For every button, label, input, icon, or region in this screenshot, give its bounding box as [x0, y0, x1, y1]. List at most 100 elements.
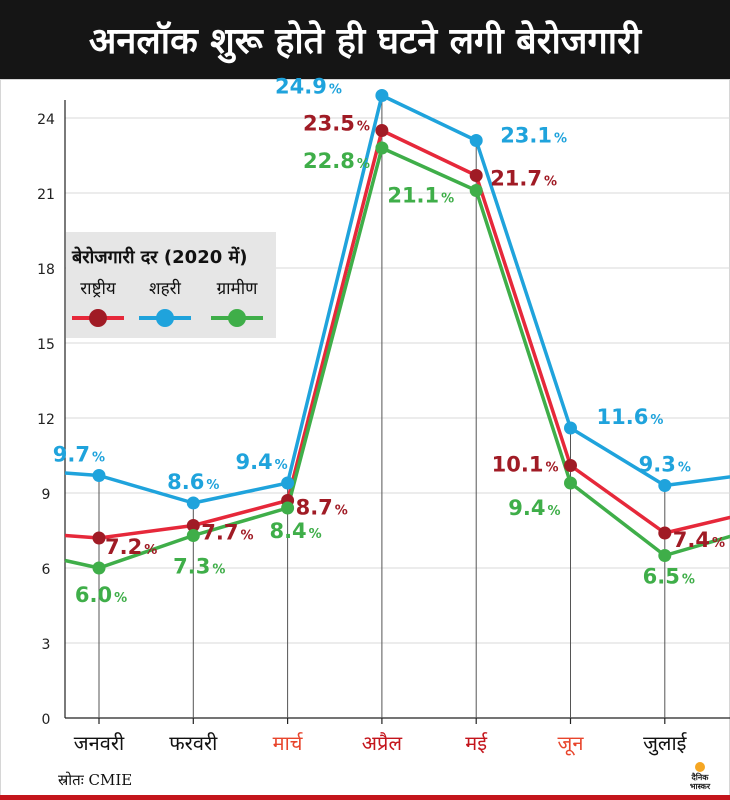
data-point	[281, 476, 295, 490]
y-tick-label: 12	[37, 412, 55, 428]
data-label-unit: %	[335, 504, 348, 519]
data-point	[469, 134, 483, 147]
y-tick-label: 21	[37, 187, 55, 203]
data-label-value: 21.1	[387, 184, 439, 208]
data-point	[186, 496, 200, 510]
data-point	[375, 89, 389, 102]
data-label-unit: %	[682, 573, 695, 588]
legend-swatch-marker	[156, 309, 174, 327]
data-label-unit: %	[212, 563, 225, 578]
brand-logo: दैनिक भास्कर	[683, 762, 717, 792]
data-label-unit: %	[275, 458, 288, 473]
data-label: 7.7%	[201, 521, 253, 545]
bottom-rule	[0, 795, 730, 800]
logo-text: दैनिक भास्कर	[689, 773, 711, 791]
data-label-unit: %	[206, 478, 219, 493]
data-point	[375, 124, 389, 137]
x-tick-label: अप्रैल	[362, 731, 403, 755]
data-label-unit: %	[144, 543, 157, 558]
data-point	[658, 526, 672, 540]
x-tick-label: फरवरी	[169, 731, 218, 755]
data-label-value: 9.3	[639, 453, 676, 477]
series-points	[92, 89, 672, 575]
data-point	[469, 169, 483, 182]
sun-icon	[695, 762, 705, 772]
data-label: 9.4%	[235, 450, 287, 474]
legend-swatch-marker	[89, 309, 107, 327]
data-label: 11.6%	[597, 405, 664, 429]
data-label-value: 6.5	[643, 565, 680, 589]
data-label: 9.4%	[508, 496, 560, 520]
data-label-value: 8.7	[296, 496, 333, 520]
data-label: 7.2%	[105, 535, 157, 559]
data-label-unit: %	[554, 132, 567, 147]
data-labels: 9.7%8.6%9.4%24.9%23.1%11.6%9.3%9.8%7.2%7…	[53, 75, 725, 608]
data-label: 9.3%	[639, 453, 691, 477]
data-label-value: 23.1	[500, 124, 552, 148]
data-label: 22.8%	[303, 149, 370, 173]
data-label-unit: %	[712, 536, 725, 551]
data-label-value: 9.4	[508, 496, 545, 520]
data-label-value: 8.6	[167, 470, 204, 494]
data-label-unit: %	[309, 527, 322, 542]
data-point	[564, 476, 577, 490]
y-tick-label: 6	[42, 562, 51, 578]
y-tick-label: 15	[37, 337, 55, 353]
data-label: 21.7%	[490, 167, 557, 191]
data-label-value: 9.7	[53, 443, 90, 467]
data-label: 6.0%	[75, 583, 127, 607]
x-tick-label: मार्च	[273, 731, 304, 755]
y-tick-label: 24	[37, 112, 55, 128]
data-label-value: 7.4	[673, 528, 710, 552]
legend-label: राष्ट्रीय	[80, 278, 117, 299]
y-tick-label: 3	[42, 637, 51, 653]
y-axis: 0 3 6 9 12 15 18 21 24	[37, 100, 66, 728]
legend: बेरोजगारी दर (2020 में) राष्ट्रीय शहरी ग्रा…	[66, 232, 276, 338]
data-label-value: 7.3	[173, 555, 210, 579]
data-label: 24.9%	[275, 75, 342, 99]
data-point	[564, 459, 577, 472]
legend-label: ग्रामीण	[217, 278, 259, 299]
x-tick-label: जनवरी	[74, 731, 125, 755]
data-label: 21.1%	[387, 184, 454, 208]
data-label: 8.7%	[296, 496, 348, 520]
data-label: 6.5%	[643, 565, 695, 589]
data-label: 23.5%	[303, 112, 370, 136]
data-label-value: 23.5	[303, 112, 355, 136]
data-label-unit: %	[92, 451, 105, 466]
data-label-unit: %	[547, 504, 560, 519]
data-point	[186, 529, 200, 542]
data-label-value: 8.4	[269, 519, 306, 543]
data-label-value: 7.2	[105, 535, 142, 559]
data-label: 7.3%	[173, 555, 225, 579]
data-label: 7.4%	[673, 528, 725, 552]
data-label: 10.1%	[492, 453, 559, 477]
x-tick-label: जून	[558, 731, 585, 756]
data-point	[281, 501, 295, 515]
data-label-unit: %	[441, 192, 454, 207]
data-label-value: 6.0	[75, 583, 112, 607]
y-tick-label: 0	[42, 712, 51, 728]
data-label-unit: %	[678, 461, 691, 476]
data-point	[186, 519, 200, 532]
data-point	[564, 421, 577, 435]
source-note: स्रोतः CMIE	[58, 771, 133, 789]
series-line	[64, 146, 730, 570]
data-point	[375, 141, 389, 155]
x-tick-label: जुलाई	[643, 731, 688, 756]
legend-swatch-marker	[228, 309, 246, 327]
data-point	[469, 184, 483, 197]
data-label-unit: %	[329, 83, 342, 98]
chart-title: अनलॉक शुरू होते ही घटने लगी बेरोजगारी	[0, 0, 730, 79]
y-tick-label: 9	[42, 487, 51, 503]
data-label-value: 11.6	[597, 405, 649, 429]
y-tick-label: 18	[37, 262, 55, 278]
data-label-unit: %	[545, 461, 558, 476]
data-label-unit: %	[357, 157, 370, 172]
data-label-value: 7.7	[201, 521, 238, 545]
data-label-unit: %	[357, 120, 370, 135]
data-label: 8.4%	[269, 519, 321, 543]
data-label-value: 21.7	[490, 167, 542, 191]
drop-lines	[98, 95, 666, 718]
